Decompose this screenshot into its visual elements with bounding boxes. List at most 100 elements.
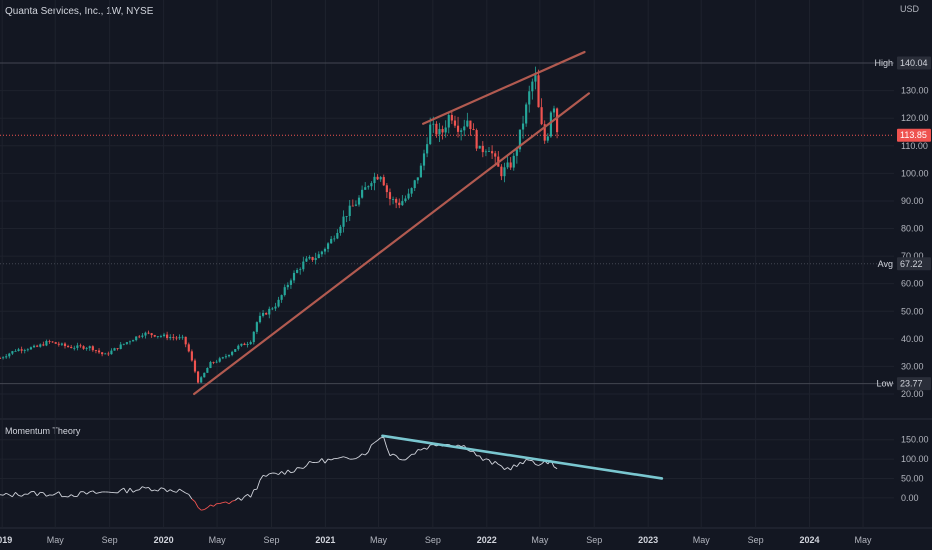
low-value: 23.77 bbox=[900, 379, 923, 389]
momentum-line-segment bbox=[120, 487, 125, 491]
candle-body bbox=[478, 145, 481, 149]
candle-body bbox=[206, 368, 209, 373]
momentum-line-segment bbox=[173, 491, 177, 493]
candle-body bbox=[70, 347, 73, 349]
y-tick-label: 120.00 bbox=[901, 113, 929, 123]
x-tick-label: Sep bbox=[102, 535, 118, 545]
candle-body bbox=[221, 357, 224, 359]
x-tick-label: 2024 bbox=[800, 535, 820, 545]
momentum-line-segment bbox=[160, 487, 165, 489]
candle-body bbox=[11, 351, 14, 354]
momentum-line-segment bbox=[0, 494, 4, 496]
candle-body bbox=[39, 344, 42, 347]
momentum-line-segment bbox=[399, 458, 403, 461]
candle-body bbox=[76, 345, 79, 348]
candle-body bbox=[345, 216, 348, 217]
momentum-line-segment bbox=[9, 494, 13, 498]
momentum-line-segment bbox=[284, 469, 289, 475]
momentum-line-segment bbox=[185, 492, 189, 495]
momentum-line-segment bbox=[392, 453, 397, 456]
momentum-line-segment bbox=[132, 489, 137, 493]
candle-body bbox=[469, 120, 472, 130]
momentum-line-segment bbox=[253, 488, 257, 491]
candle-body bbox=[119, 344, 122, 349]
x-tick-label: May bbox=[855, 535, 873, 545]
candle-body bbox=[472, 129, 475, 131]
candle-body bbox=[5, 356, 8, 358]
x-tick-label: 2023 bbox=[638, 535, 658, 545]
candle-body bbox=[196, 371, 200, 383]
indicator-y-tick-label: 100.00 bbox=[901, 454, 929, 464]
avg-label: Avg bbox=[878, 259, 893, 269]
candle-body bbox=[101, 352, 104, 355]
candle-body bbox=[104, 353, 107, 355]
momentum-line-segment bbox=[389, 453, 394, 457]
indicator-y-tick-label: 0.00 bbox=[901, 493, 919, 503]
momentum-line-segment bbox=[163, 488, 168, 493]
momentum-line-segment bbox=[67, 494, 72, 498]
momentum-line-segment bbox=[405, 456, 409, 461]
momentum-line-segment bbox=[358, 453, 363, 458]
momentum-line-segment bbox=[12, 492, 16, 498]
candle-body bbox=[246, 344, 249, 345]
momentum-line-segment bbox=[126, 487, 131, 494]
candle-body bbox=[283, 287, 286, 296]
momentum-line-segment bbox=[228, 500, 233, 505]
y-tick-label: 60.00 bbox=[901, 279, 924, 289]
candle-body bbox=[172, 337, 175, 338]
momentum-line-segment bbox=[318, 458, 323, 463]
candle-body bbox=[91, 346, 94, 351]
x-tick-label: Sep bbox=[425, 535, 441, 545]
y-tick-label: 50.00 bbox=[901, 306, 924, 316]
candle-body bbox=[305, 258, 308, 262]
momentum-line-segment bbox=[300, 467, 304, 469]
candle-body bbox=[42, 344, 45, 346]
candle-body bbox=[0, 358, 2, 359]
momentum-line-segment bbox=[494, 461, 499, 465]
candle-body bbox=[426, 144, 429, 154]
momentum-line-segment bbox=[371, 442, 375, 446]
candle-body bbox=[23, 350, 26, 351]
momentum-line-segment bbox=[151, 489, 155, 492]
candle-body bbox=[141, 335, 144, 337]
momentum-line-segment bbox=[250, 489, 255, 498]
candle-body bbox=[193, 360, 197, 372]
momentum-line-segment bbox=[142, 486, 146, 489]
candle-body bbox=[277, 299, 280, 307]
momentum-line-segment bbox=[138, 486, 143, 491]
momentum-line-segment bbox=[225, 501, 230, 505]
y-tick-label: 130.00 bbox=[901, 86, 929, 96]
momentum-line-segment bbox=[92, 490, 97, 494]
momentum-line-segment bbox=[247, 494, 251, 498]
momentum-line-segment bbox=[473, 451, 477, 457]
momentum-line-segment bbox=[95, 492, 100, 494]
momentum-line-segment bbox=[201, 509, 205, 511]
candle-body bbox=[88, 346, 91, 349]
momentum-line-segment bbox=[256, 479, 261, 490]
momentum-line-segment bbox=[526, 458, 530, 461]
candle-body bbox=[388, 192, 392, 200]
momentum-line-segment bbox=[324, 458, 329, 464]
candle-body bbox=[404, 198, 407, 202]
momentum-line-segment bbox=[188, 494, 193, 500]
momentum-line-segment bbox=[46, 494, 50, 497]
candle-body bbox=[107, 353, 110, 355]
candle-body bbox=[317, 254, 320, 259]
momentum-line-segment bbox=[498, 463, 502, 467]
x-tick-label: May bbox=[370, 535, 388, 545]
candle-body bbox=[537, 75, 540, 108]
momentum-line-segment bbox=[287, 469, 292, 474]
momentum-line-segment bbox=[343, 456, 347, 459]
candle-body bbox=[339, 226, 342, 233]
candle-body bbox=[525, 104, 528, 124]
candle-body bbox=[200, 377, 203, 383]
candle-body bbox=[17, 349, 20, 352]
momentum-line-segment bbox=[303, 465, 307, 469]
momentum-line-segment bbox=[488, 459, 493, 465]
last-price-value: 113.85 bbox=[900, 130, 927, 140]
candle-body bbox=[364, 187, 367, 190]
candle-body bbox=[447, 114, 450, 128]
momentum-line-segment bbox=[364, 451, 369, 456]
candle-body bbox=[14, 351, 17, 352]
